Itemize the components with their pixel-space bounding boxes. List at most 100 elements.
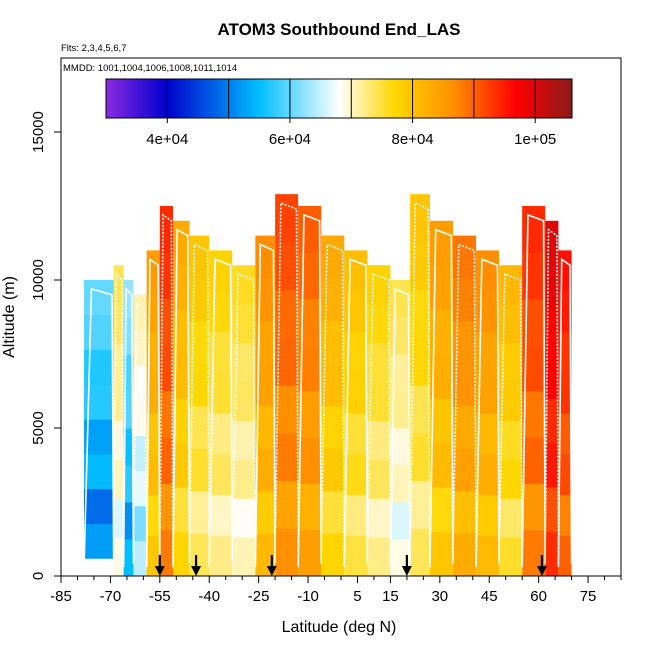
heatmap-cell: [123, 539, 134, 576]
heatmap-cell: [255, 533, 276, 576]
heatmap-cell: [113, 342, 124, 383]
heatmap-cell: [453, 363, 477, 407]
heatmap-cell: [390, 502, 411, 540]
x-tick-label: 60: [530, 588, 547, 605]
heatmap-cell: [558, 413, 572, 455]
profile-line: [83, 287, 115, 568]
heatmap-cell: [84, 419, 114, 455]
heatmap-cell: [113, 459, 124, 499]
heatmap-cell: [298, 529, 322, 576]
heatmap-cell: [321, 405, 345, 449]
heatmap-cell: [255, 278, 276, 322]
heatmap-cell: [123, 354, 134, 392]
heatmap-cell: [275, 432, 299, 482]
heatmap-cell: [321, 533, 345, 576]
x-axis: -85 -70 -55 -40 -25 -10 5 15 30 45 60 75: [50, 576, 622, 605]
heatmap-cell: [367, 420, 391, 460]
heatmap-cell: [255, 490, 276, 534]
heatmap-cell: [558, 453, 572, 496]
heatmap-cell: [499, 304, 523, 344]
heatmap-cell: [367, 537, 391, 576]
heatmap-cell: [522, 437, 546, 484]
heatmap-cell: [499, 498, 523, 538]
heatmap-cell: [255, 448, 276, 492]
x-tick-label: 5: [353, 588, 361, 605]
arrow-head: [191, 566, 202, 576]
heatmap-cell: [146, 453, 160, 496]
heatmap-cell: [499, 459, 523, 499]
heatmap-cell: [209, 413, 233, 455]
heatmap-cell: [453, 235, 477, 279]
heatmap-cell: [255, 405, 276, 449]
heatmap-cell: [209, 291, 233, 333]
heatmap-cell: [123, 428, 134, 466]
heatmap-cell: [173, 531, 190, 576]
heatmap-cell: [344, 250, 368, 292]
x-tick-label: -55: [149, 588, 171, 605]
heatmap-cell: [255, 363, 276, 407]
heatmap-cell: [113, 304, 124, 344]
heatmap-cell: [522, 529, 546, 576]
heatmap-cell: [189, 363, 210, 407]
heatmap-cell: [123, 280, 134, 318]
profile-line: [188, 243, 211, 565]
x-tick-label: -85: [50, 588, 72, 605]
heatmap-cell: [321, 448, 345, 492]
profile-line: [389, 287, 411, 568]
heatmap-cell: [429, 309, 453, 355]
heatmap-cell: [84, 280, 114, 316]
heatmap-cell: [476, 494, 500, 536]
y-tick-label: 10000: [30, 259, 47, 301]
heatmap-cell: [499, 420, 523, 460]
heatmap-cell: [321, 320, 345, 364]
heatmap-cell: [522, 298, 546, 346]
heatmap-cell: [123, 391, 134, 429]
heatmap-cell: [189, 490, 210, 534]
heatmap-cell: [133, 329, 147, 366]
heatmap-cell: [173, 220, 190, 266]
heatmap-cell: [410, 480, 430, 529]
profile-line: [159, 213, 174, 565]
heatmap-cell: [558, 535, 572, 576]
heatmap-cell: [429, 531, 453, 576]
heatmap-cell: [275, 241, 299, 291]
heatmap-cell: [390, 354, 411, 392]
heatmap-cell: [133, 540, 147, 576]
heatmap-cell: [453, 405, 477, 449]
heatmap-cell: [410, 528, 430, 576]
heatmap-cell: [123, 317, 134, 355]
colorbar-gradient: [106, 79, 572, 118]
heatmap-cell: [275, 194, 299, 243]
chart-title: ATOM3 Southbound End_LAS: [217, 20, 460, 39]
heatmap-cell: [159, 206, 173, 253]
arrow-head: [536, 566, 547, 576]
heatmap-cell: [298, 298, 322, 346]
heatmap-cell: [558, 372, 572, 414]
heatmap-cell: [209, 250, 233, 292]
heatmap-cell: [232, 498, 256, 538]
heatmap-cell: [390, 465, 411, 503]
heatmap-cell: [453, 278, 477, 322]
heatmap-cell: [189, 448, 210, 492]
heatmap-cell: [159, 391, 173, 438]
y-axis: 0 5000 10000 15000: [30, 111, 61, 580]
heatmap-cell: [344, 291, 368, 333]
profile-line: [475, 258, 500, 568]
heatmap-cell: [558, 331, 572, 373]
heatmap-cell: [476, 291, 500, 333]
arrow-head: [154, 566, 165, 576]
heatmap-cell: [522, 206, 546, 253]
heatmap-cell: [84, 488, 114, 524]
heatmap-cell: [298, 437, 322, 484]
heatmap-cell: [298, 344, 322, 392]
heatmap-cell: [146, 372, 160, 414]
heatmap-cell: [453, 490, 477, 534]
heatmap-cell: [390, 280, 411, 318]
heatmap-cell: [410, 385, 430, 434]
heatmap-cell: [390, 428, 411, 466]
heatmap-cell: [275, 385, 299, 434]
heatmap-cell: [173, 309, 190, 355]
heatmap-cell: [84, 453, 114, 490]
colorbar-tick-label: 8e+04: [392, 131, 434, 148]
